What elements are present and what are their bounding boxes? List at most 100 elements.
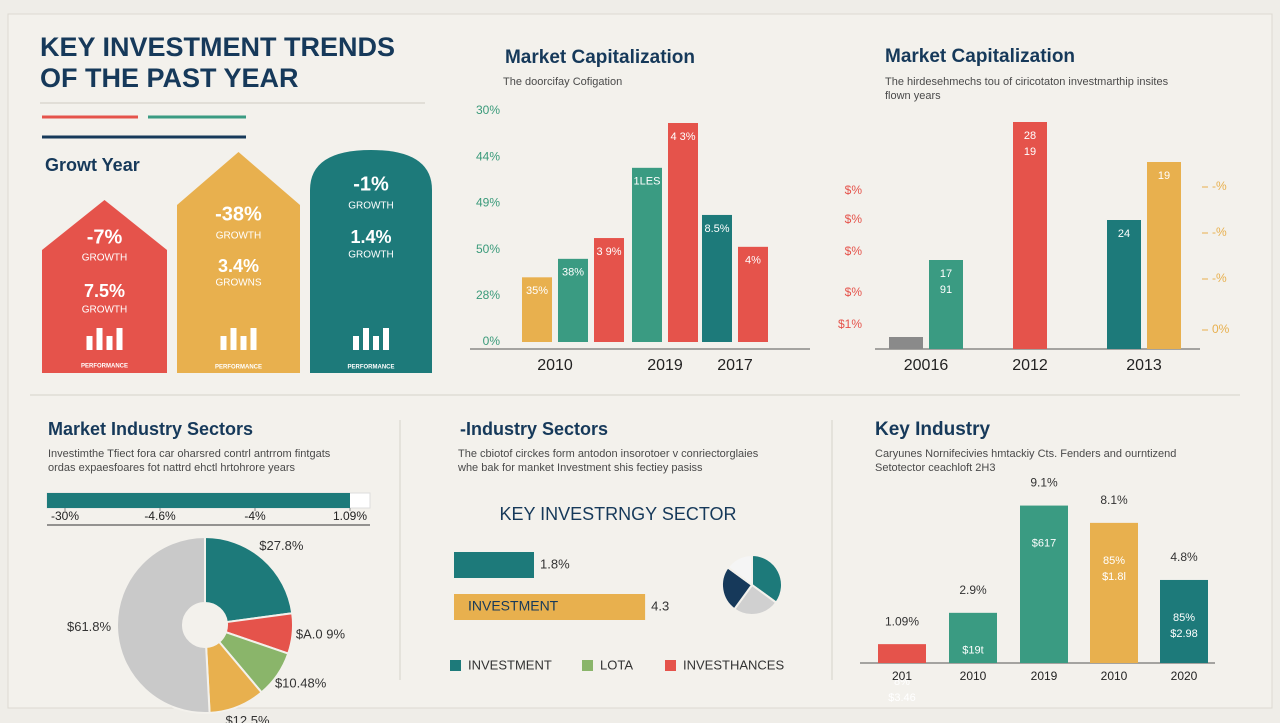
pie-label: $A.0 9% <box>296 627 346 642</box>
growth-card <box>177 152 300 373</box>
card-text: PERFORMANCE <box>81 364 128 370</box>
x-tick-label: 2010 <box>960 669 987 683</box>
section-subtitle: The cbiotof circkes form antodon insorot… <box>458 448 759 460</box>
bar-annotation: 35% <box>526 285 548 297</box>
value-label: 1.8% <box>540 556 570 571</box>
card-text: -7% <box>87 226 123 248</box>
hbar <box>454 594 646 620</box>
bar <box>594 238 624 342</box>
y-tick-label: $1% <box>838 317 862 331</box>
x-tick-label: 2019 <box>647 357 683 374</box>
main-title: OF THE PAST YEAR <box>40 63 299 93</box>
y-tick-label: 49% <box>476 196 500 210</box>
bar <box>1160 579 1208 663</box>
pie-label: $27.8% <box>259 538 304 553</box>
y-tick-label: $% <box>845 212 863 226</box>
pie-slice <box>204 535 294 624</box>
legend-swatch <box>665 660 676 671</box>
card-text: PERFORMANCE <box>215 365 262 371</box>
card-text: GROWTH <box>82 305 128 316</box>
bar-annotation: $2.98 <box>1170 628 1198 640</box>
value-label: 8.1% <box>1100 493 1128 507</box>
bar <box>1107 220 1141 349</box>
bar-annotation: $617 <box>1032 537 1056 549</box>
bar-annotation: 24 <box>1118 228 1130 240</box>
bar <box>1090 522 1138 663</box>
card-text: 1.4% <box>350 227 391 247</box>
bar-annotation: 19 <box>1158 170 1170 182</box>
bar-annotation: 28 <box>1024 130 1036 142</box>
icon-bar <box>86 336 93 350</box>
y2-tick-label: 0% <box>1212 322 1230 336</box>
legend-swatch <box>582 660 593 671</box>
icon-bar <box>220 336 227 350</box>
section-subtitle: Investimthe Tfiect fora car oharsred con… <box>48 448 331 460</box>
y-tick-label: 28% <box>476 288 500 302</box>
section-title: Market Industry Sectors <box>48 419 253 439</box>
x-tick-label: 20016 <box>904 357 949 374</box>
card-text: GROWTH <box>82 253 128 264</box>
x-tick-label: 2013 <box>1126 357 1162 374</box>
chart-title: Market Capitalization <box>505 47 695 68</box>
x-tick-label: 2020 <box>1171 669 1198 683</box>
bar-annotation: 85% <box>1103 555 1125 567</box>
pie-label: $61.8% <box>67 619 112 634</box>
x-tick-label: 2019 <box>1031 669 1058 683</box>
card-text: PERFORMANCE <box>347 365 394 371</box>
bar <box>1013 122 1047 349</box>
card-text: -38% <box>215 203 262 225</box>
card-text: GROWTH <box>216 231 262 242</box>
y-tick-label: $% <box>845 244 863 258</box>
value-label: 4.3 <box>651 598 669 613</box>
y2-tick-label: -% <box>1212 225 1227 239</box>
hbar <box>454 552 534 578</box>
pie-label: $12.5% <box>225 713 270 723</box>
bar <box>522 277 552 342</box>
x-tick-label: 2010 <box>537 357 573 374</box>
bar-annotation: $1.8l <box>1102 571 1126 583</box>
bar <box>702 214 732 342</box>
legend-label: INVESTHANCES <box>683 657 784 672</box>
card-text: 3.4% <box>218 256 259 276</box>
chart-subtitle: Setotector ceachloft 2H3 <box>875 462 995 474</box>
icon-bar <box>250 328 257 350</box>
icon-bar <box>353 336 359 350</box>
chart-subtitle: The doorcifay Cofigation <box>503 76 622 88</box>
bar <box>878 644 926 663</box>
card-text: GROWNS <box>215 278 261 289</box>
bar-annotation: 4% <box>745 255 761 267</box>
bar-annotation: 1LES <box>634 176 661 188</box>
bar-annotation: 38% <box>562 267 584 279</box>
y-tick-label: 0% <box>483 334 501 348</box>
category-label: INVESTMENT <box>468 598 559 614</box>
legend-label: LOTA <box>600 657 633 672</box>
chart-subtitle: The hirdesehmechs tou of ciricotaton inv… <box>885 76 1169 88</box>
bar <box>929 260 963 349</box>
bar <box>738 246 768 342</box>
bar <box>558 258 588 342</box>
chart-title: KEY INVESTRNGY SECTOR <box>499 504 736 524</box>
bar-annotation: 91 <box>940 284 952 296</box>
chart-title: Key Industry <box>875 419 991 440</box>
chart-subtitle: Caryunes Nornifecivies hmtackiy Cts. Fen… <box>875 448 1176 460</box>
y-tick-label: 50% <box>476 242 500 256</box>
x-tick-label: 201 <box>892 669 912 683</box>
x-tick-label: -30% <box>51 509 79 523</box>
bar-annotation: $19t <box>962 645 983 657</box>
bar-annotation: 4 3% <box>670 131 695 143</box>
bar-annotation: 85% <box>1173 612 1195 624</box>
y-tick-label: $% <box>845 285 863 299</box>
growth-card <box>310 150 432 373</box>
bar <box>668 123 698 343</box>
y2-tick-label: -% <box>1212 179 1227 193</box>
icon-bar <box>116 328 123 350</box>
chart-subtitle: flown years <box>885 90 941 102</box>
value-label: 9.1% <box>1030 476 1058 490</box>
x-tick-label: 1.09% <box>333 509 367 523</box>
x-tick-label: 2012 <box>1012 357 1048 374</box>
y-tick-label: 30% <box>476 103 500 117</box>
section-subtitle: whe bak for manket Investment shis fecti… <box>457 462 703 474</box>
x-tick-label: 2017 <box>717 357 753 374</box>
bar-annotation: 3 9% <box>596 246 621 258</box>
